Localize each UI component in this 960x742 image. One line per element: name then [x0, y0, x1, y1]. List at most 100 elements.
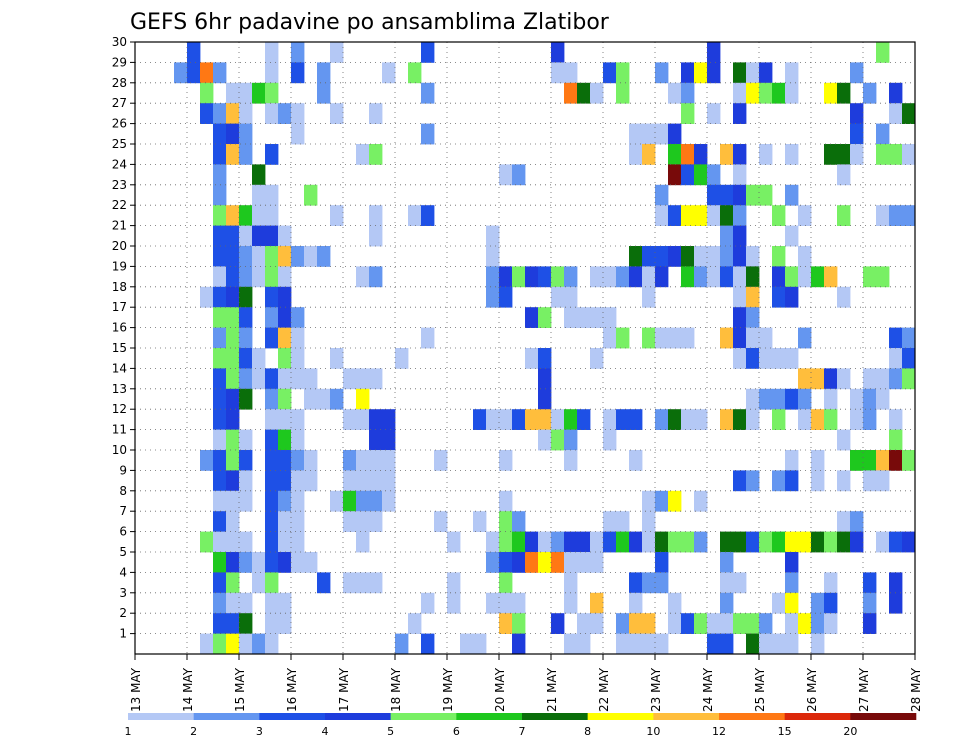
- heatmap-cell: [551, 62, 565, 84]
- heatmap-cell: [499, 490, 513, 512]
- heatmap-cell: [889, 450, 903, 471]
- heatmap-cell: [772, 348, 786, 369]
- heatmap-cell: [785, 184, 799, 206]
- heatmap-cell: [720, 572, 734, 594]
- heatmap-cell: [616, 82, 630, 104]
- heatmap-cell: [876, 531, 890, 553]
- heatmap-cell: [824, 388, 838, 410]
- heatmap-cell: [356, 490, 370, 512]
- heatmap-cell: [902, 103, 916, 124]
- heatmap-cell: [824, 144, 838, 165]
- heatmap-cell: [746, 531, 760, 553]
- heatmap-cell: [265, 286, 279, 308]
- y-tick-label: 4: [119, 565, 127, 579]
- heatmap-cell: [343, 409, 357, 430]
- heatmap-cell: [837, 286, 851, 308]
- heatmap-cell: [681, 409, 695, 430]
- heatmap-cell: [824, 531, 838, 553]
- heatmap-cell: [512, 511, 526, 532]
- heatmap-cell: [720, 327, 734, 349]
- heatmap-cell: [226, 368, 240, 390]
- heatmap-cell: [551, 552, 565, 573]
- heatmap-cell: [850, 123, 864, 145]
- legend-label: 12: [712, 725, 726, 738]
- legend-swatch: [128, 713, 194, 720]
- heatmap-cell: [785, 388, 799, 410]
- heatmap-cell: [746, 246, 760, 267]
- heatmap-cell: [889, 531, 903, 553]
- heatmap-cell: [265, 144, 279, 165]
- heatmap-cell: [239, 103, 253, 124]
- heatmap-cell: [239, 450, 253, 471]
- heatmap-cell: [486, 225, 500, 247]
- heatmap-cell: [382, 409, 396, 430]
- heatmap-cell: [811, 613, 825, 634]
- y-tick-label: 12: [112, 402, 127, 416]
- heatmap-cell: [213, 123, 227, 145]
- heatmap-cell: [902, 144, 916, 165]
- heatmap-cell: [746, 62, 760, 84]
- heatmap-cell: [746, 409, 760, 430]
- y-axis-ticks: 1234567891011121314151617181920212223242…: [112, 35, 135, 641]
- heatmap-cell: [369, 490, 383, 512]
- heatmap-cell: [811, 409, 825, 430]
- heatmap-cell: [655, 62, 669, 84]
- heatmap-cell: [239, 633, 253, 655]
- heatmap-cell: [759, 62, 773, 84]
- heatmap-cell: [759, 348, 773, 369]
- heatmap-cell: [213, 103, 227, 124]
- heatmap-cell: [681, 327, 695, 349]
- heatmap-cell: [525, 552, 539, 573]
- heatmap-cell: [291, 409, 305, 430]
- heatmap-cell: [278, 470, 292, 492]
- heatmap-cell: [577, 82, 591, 104]
- heatmap-cell: [200, 450, 214, 471]
- heatmap-cell: [486, 592, 500, 614]
- heatmap-cell: [850, 511, 864, 532]
- heatmap-cell: [304, 450, 318, 471]
- heatmap-cell: [291, 123, 305, 145]
- y-tick-label: 28: [112, 76, 127, 90]
- heatmap-cell: [889, 592, 903, 614]
- heatmap-cell: [278, 368, 292, 390]
- heatmap-cell: [564, 552, 578, 573]
- legend-swatch: [390, 713, 457, 720]
- heatmap-cell: [720, 613, 734, 634]
- y-tick-label: 7: [119, 504, 127, 518]
- x-tick-label: 28 MAY: [909, 667, 923, 712]
- heatmap-cell: [850, 144, 864, 165]
- heatmap-cell: [239, 246, 253, 267]
- heatmap-cell: [642, 327, 656, 349]
- heatmap-cell: [746, 286, 760, 308]
- heatmap-cell: [772, 266, 786, 288]
- heatmap-cell: [486, 531, 500, 553]
- heatmap-cell: [655, 490, 669, 512]
- heatmap-cell: [824, 266, 838, 288]
- heatmap-cell: [291, 348, 305, 369]
- x-tick-label: 25 MAY: [753, 667, 767, 712]
- heatmap-cell: [733, 286, 747, 308]
- heatmap-cell: [837, 144, 851, 165]
- heatmap-cell: [226, 286, 240, 308]
- heatmap-cell: [629, 613, 643, 634]
- heatmap-cell: [408, 205, 422, 226]
- heatmap-cell: [889, 429, 903, 451]
- heatmap-cell: [200, 82, 214, 104]
- heatmap-cell: [577, 531, 591, 553]
- heatmap-cell: [291, 552, 305, 573]
- heatmap-cell: [252, 246, 266, 267]
- heatmap-cell: [590, 307, 604, 328]
- heatmap-cell: [278, 429, 292, 451]
- heatmap-cell: [889, 368, 903, 390]
- heatmap-cell: [629, 266, 643, 288]
- heatmap-cell: [785, 348, 799, 369]
- heatmap-cell: [681, 82, 695, 104]
- heatmap-cell: [733, 82, 747, 104]
- heatmap-cell: [668, 246, 682, 267]
- heatmap-cell: [265, 613, 279, 634]
- heatmap-cell: [226, 144, 240, 165]
- heatmap-cell: [733, 307, 747, 328]
- heatmap-cell: [590, 266, 604, 288]
- heatmap-cell: [616, 633, 630, 655]
- heatmap-cell: [343, 450, 357, 471]
